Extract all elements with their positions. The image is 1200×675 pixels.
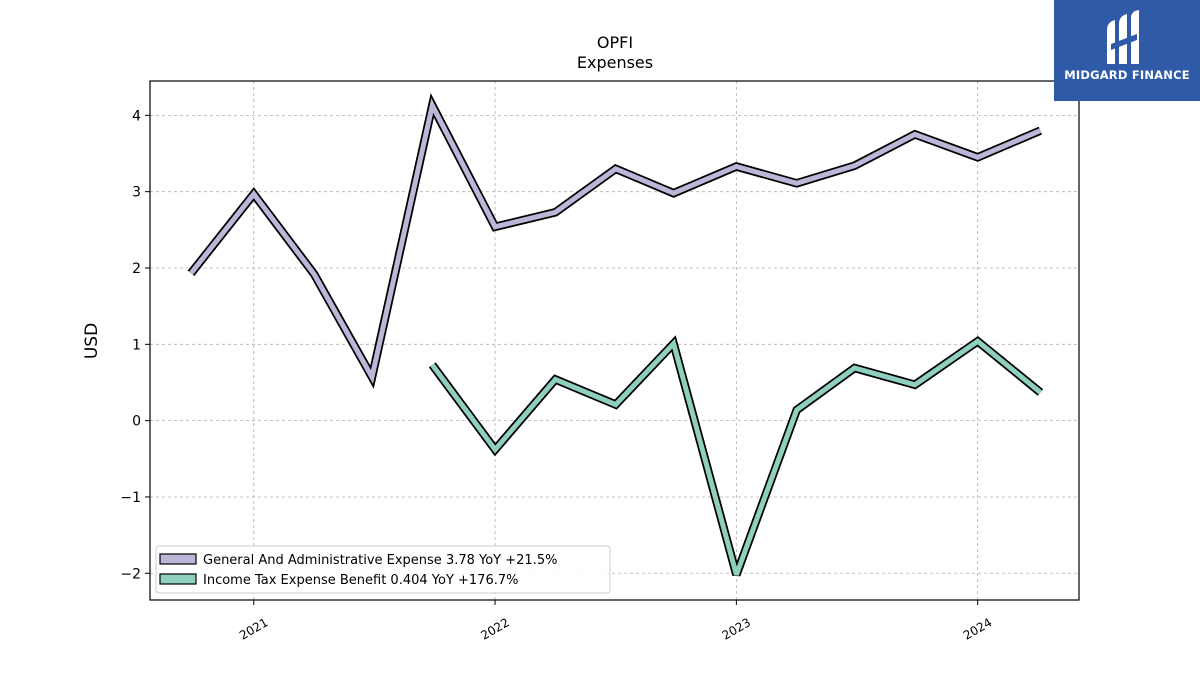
legend-label-2: Income Tax Expense Benefit 0.404 YoY +17… <box>203 573 518 588</box>
y-tick-label: 2 <box>132 261 141 277</box>
series-line-2 <box>430 338 1042 576</box>
legend-box <box>155 545 611 594</box>
x-tick-label: 2022 <box>478 615 511 642</box>
x-tick-label: 2021 <box>237 615 270 642</box>
y-tick-label: −1 <box>120 490 141 506</box>
brand-logo: MIDGARD FINANCE <box>1054 0 1200 101</box>
series-outline-1 <box>187 93 1043 389</box>
brand-name: MIDGARD FINANCE <box>1064 68 1190 82</box>
x-tick-label: 2023 <box>720 615 753 642</box>
legend: General And Administrative Expense 3.78 … <box>155 545 611 594</box>
y-tick-label: 1 <box>132 337 141 353</box>
y-axis-label: USD <box>82 323 102 359</box>
legend-swatch-2 <box>159 573 197 585</box>
y-tick-label: 4 <box>132 108 141 124</box>
chart-subtitle: Expenses <box>577 53 653 72</box>
series-line-1 <box>189 98 1042 385</box>
brand-logo-mark <box>1107 10 1139 64</box>
y-tick-label: −2 <box>120 566 141 582</box>
series-lines <box>187 93 1044 577</box>
chart-title: OPFI <box>597 33 633 52</box>
legend-label-1: General And Administrative Expense 3.78 … <box>203 553 557 568</box>
legend-swatch-1 <box>159 553 197 565</box>
y-tick-label: 0 <box>132 414 141 430</box>
y-tick-label: 3 <box>132 185 141 201</box>
grid <box>150 81 1079 600</box>
plot-frame <box>149 80 1080 601</box>
x-tick-label: 2024 <box>961 615 994 642</box>
